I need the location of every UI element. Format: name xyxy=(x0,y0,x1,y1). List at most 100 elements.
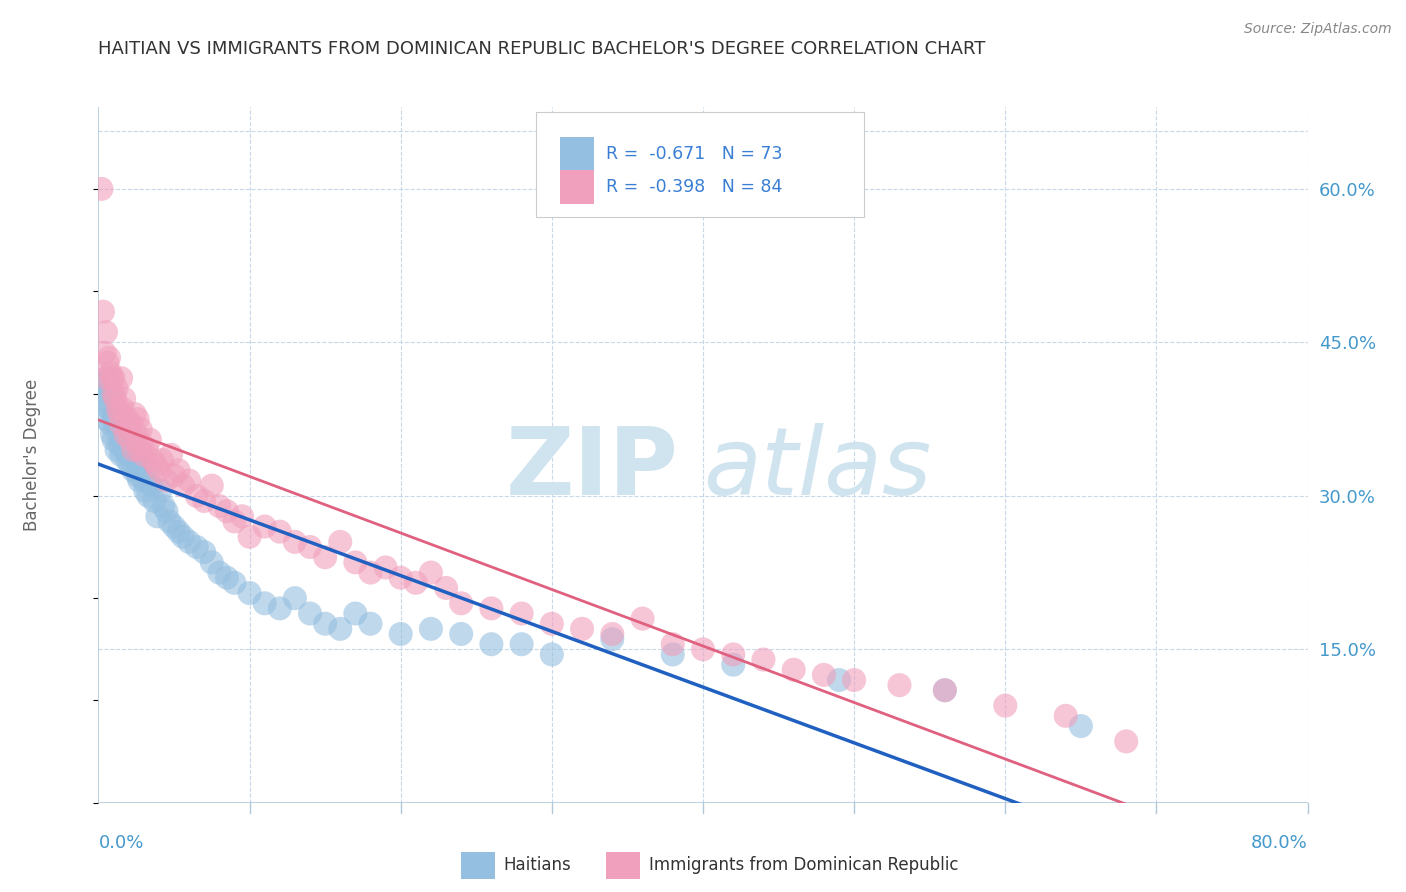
Point xyxy=(108,438,131,452)
Point xyxy=(159,515,181,529)
Point xyxy=(389,627,412,641)
Point xyxy=(115,453,138,467)
Point xyxy=(127,412,149,426)
Point xyxy=(134,483,156,498)
Point xyxy=(934,683,956,698)
Point xyxy=(132,474,155,488)
Point xyxy=(1054,708,1077,723)
Point xyxy=(108,407,131,421)
Point xyxy=(172,478,194,492)
FancyBboxPatch shape xyxy=(536,112,863,217)
Text: 80.0%: 80.0% xyxy=(1251,834,1308,852)
Point xyxy=(120,433,142,447)
Point xyxy=(94,325,117,339)
Point xyxy=(167,524,190,539)
Point xyxy=(152,499,174,513)
Point xyxy=(121,417,143,432)
Point xyxy=(93,345,115,359)
Point xyxy=(100,417,122,432)
Point xyxy=(103,407,125,421)
Point xyxy=(167,463,190,477)
Text: Immigrants from Dominican Republic: Immigrants from Dominican Republic xyxy=(648,856,957,874)
Point xyxy=(360,616,382,631)
Point xyxy=(155,474,177,488)
Point xyxy=(692,642,714,657)
Point xyxy=(299,607,322,621)
Point xyxy=(844,673,866,687)
Point xyxy=(104,417,127,432)
Point xyxy=(110,371,132,385)
Point xyxy=(208,566,231,580)
Text: ZIP: ZIP xyxy=(506,423,679,515)
Point xyxy=(110,448,132,462)
Point xyxy=(215,571,238,585)
Point xyxy=(122,442,145,457)
Point xyxy=(179,474,201,488)
Point xyxy=(112,442,135,457)
Point xyxy=(121,433,143,447)
Point xyxy=(269,524,291,539)
Point xyxy=(662,648,685,662)
Point xyxy=(481,637,503,651)
Point xyxy=(450,596,472,610)
Point xyxy=(231,509,253,524)
Point xyxy=(129,448,152,462)
Point xyxy=(602,632,624,646)
Point xyxy=(510,607,533,621)
Point xyxy=(124,448,146,462)
FancyBboxPatch shape xyxy=(561,137,595,170)
Point xyxy=(143,494,166,508)
Point xyxy=(284,535,307,549)
Point xyxy=(752,652,775,666)
Point xyxy=(284,591,307,606)
Point xyxy=(239,530,262,544)
Point xyxy=(481,601,503,615)
Point xyxy=(125,458,148,472)
Point xyxy=(239,586,262,600)
Point xyxy=(135,442,157,457)
Point xyxy=(994,698,1017,713)
Point xyxy=(269,601,291,615)
Point xyxy=(124,407,146,421)
Point xyxy=(131,438,153,452)
Point xyxy=(150,453,173,467)
Point xyxy=(149,483,172,498)
Point xyxy=(602,627,624,641)
FancyBboxPatch shape xyxy=(606,852,640,879)
Point xyxy=(114,427,136,442)
Point xyxy=(344,607,367,621)
Point xyxy=(172,530,194,544)
Point xyxy=(179,535,201,549)
Point xyxy=(141,478,163,492)
Point xyxy=(100,381,122,395)
Point xyxy=(163,519,186,533)
Point xyxy=(107,401,129,416)
Point xyxy=(571,622,593,636)
Point xyxy=(94,412,117,426)
Point xyxy=(101,371,124,385)
Point xyxy=(96,356,118,370)
Point xyxy=(934,683,956,698)
Point xyxy=(434,581,457,595)
Point xyxy=(540,616,562,631)
Point xyxy=(91,304,114,318)
Point xyxy=(540,648,562,662)
Point xyxy=(103,371,125,385)
Point xyxy=(98,401,121,416)
Point xyxy=(107,427,129,442)
Text: Bachelor's Degree: Bachelor's Degree xyxy=(22,379,41,531)
Point xyxy=(146,509,169,524)
Point xyxy=(186,489,208,503)
Point xyxy=(163,468,186,483)
Point xyxy=(813,668,835,682)
Point xyxy=(420,622,443,636)
Point xyxy=(139,433,162,447)
Point xyxy=(101,427,124,442)
Point xyxy=(329,535,352,549)
Point xyxy=(208,499,231,513)
Point xyxy=(389,571,412,585)
Point xyxy=(90,392,112,406)
Point xyxy=(114,427,136,442)
Point xyxy=(104,392,127,406)
Point xyxy=(420,566,443,580)
